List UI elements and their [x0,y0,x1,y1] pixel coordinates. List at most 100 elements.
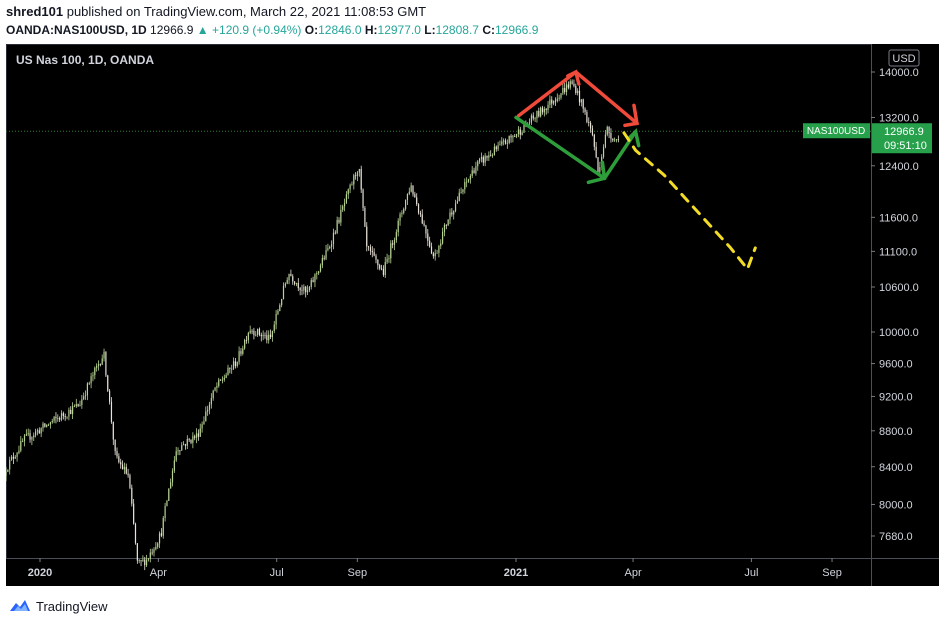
candle-body [545,108,547,110]
candle [395,229,397,243]
candle [323,255,325,261]
candle-body [168,488,170,501]
x-tick-label: Jul [270,567,284,579]
price-chart[interactable]: 7680.0 8000.0 8400.0 8800.0 9200.0 9600.0 1000… [6,44,939,586]
candle-body [578,90,581,103]
candle [604,129,606,149]
candle-body [382,268,384,275]
candle [416,193,418,207]
candle [166,499,168,507]
green-arrowhead [586,160,607,185]
candle-body [253,330,255,336]
candle [362,188,364,212]
candle [532,112,534,121]
candle [157,542,159,549]
candle-body [436,252,438,254]
footer-brand[interactable]: TradingView [36,598,108,614]
candle-body [556,98,558,102]
candle-body [109,390,111,402]
high-label: H: [364,23,378,37]
candle-body [479,158,481,162]
candle-body [417,204,420,213]
candle [454,199,457,213]
candle [545,108,547,115]
candle-body [575,86,577,94]
candle [595,141,597,159]
candle [125,463,127,475]
candle-body [425,225,427,234]
candle [199,423,201,437]
candle [421,209,423,225]
candle-body [456,201,458,204]
candle [197,429,199,441]
candle-body [268,334,270,341]
candle [301,284,303,296]
candle-body [503,140,505,142]
candle-body [214,387,216,391]
candle [345,191,347,204]
candle [72,402,74,420]
candle [438,244,440,258]
tradingview-logo-icon[interactable] [8,598,32,614]
candle [264,332,266,339]
candle [536,110,538,123]
candle-body [434,253,436,257]
candle-body [14,456,16,459]
candle-body [10,456,13,460]
chart-area[interactable]: 7680.0 8000.0 8400.0 8800.0 9200.0 9600.0 1000… [6,44,939,586]
candle-body [514,136,516,138]
current-price-label[interactable]: NAS100USD 12966.9 09:51:10 [803,123,932,154]
candle-body [247,332,249,341]
candle [192,432,194,449]
candle [538,107,540,118]
candle [573,79,575,88]
candle-body [277,310,279,315]
candle-body [18,450,20,453]
candle [138,559,140,564]
candle-body [523,123,525,133]
candle-body [577,90,579,94]
candle-body [356,172,359,177]
candle-body [144,559,146,566]
candle [275,309,277,330]
candle [425,224,427,239]
author-name[interactable]: shred101 [6,4,64,19]
candle [295,282,298,287]
candle-body [477,161,479,167]
candle-body [393,240,396,245]
candle-body [47,424,50,426]
candle-body [195,433,198,438]
candle-body [216,385,218,388]
candle-body [301,289,303,291]
currency-badge[interactable]: USD [888,49,920,67]
grid [6,44,939,586]
plot-border [6,44,872,559]
candle-body [262,335,264,337]
candle [495,145,497,152]
candle [64,413,66,421]
candle [16,452,18,462]
footer: TradingView [8,596,108,616]
y-tick-label: 8000.0 [879,499,913,511]
candle-body [84,395,87,397]
candle-body [491,154,494,156]
candle [453,210,455,220]
candle-body [162,518,164,536]
candle-body [331,244,333,247]
candle-body [116,450,118,457]
candle-body [488,155,490,158]
candle-body [236,361,238,367]
candle [466,177,468,188]
candle-body [133,503,135,524]
candle-body [221,379,224,381]
candle [79,400,81,407]
candle [602,144,605,159]
candle-body [192,436,194,443]
candle [312,276,314,283]
candle [144,556,146,571]
candle [134,522,137,545]
candle-body [451,212,453,215]
candle-body [275,314,277,325]
candle [467,178,470,183]
candle-body [57,418,59,419]
